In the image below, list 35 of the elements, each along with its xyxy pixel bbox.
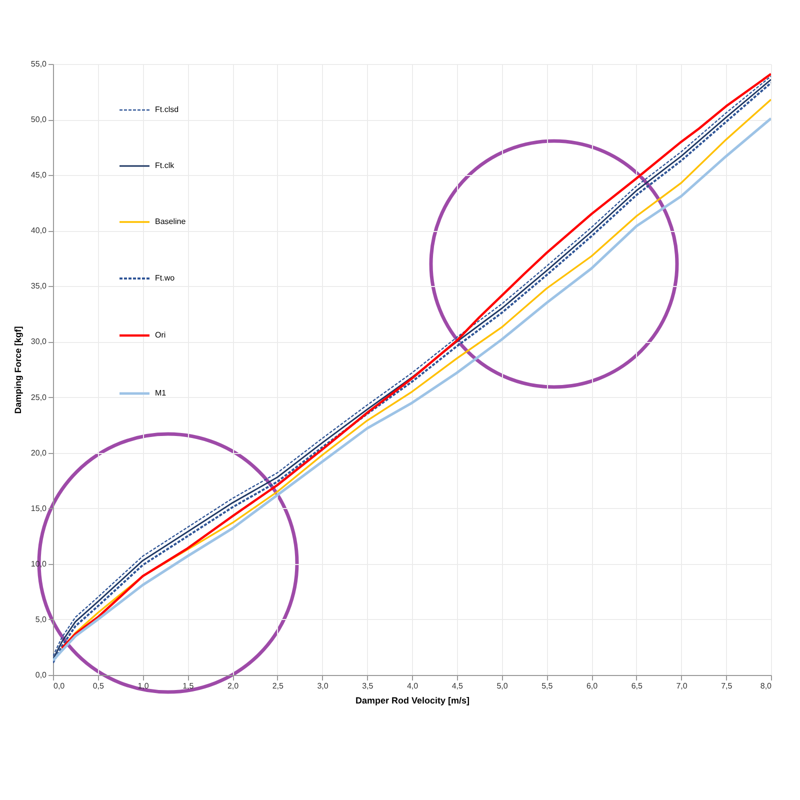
- y-tick-label: 45,0: [30, 170, 48, 180]
- x-tick-label: 6,0: [586, 682, 598, 690]
- y-tick-label: 35,0: [30, 282, 48, 291]
- y-tick-label: 40,0: [30, 226, 48, 236]
- x-tick-label: 3,0: [317, 682, 329, 690]
- legend-label: M1: [155, 388, 167, 398]
- x-axis-title: Damper Rod Velocity [m/s]: [355, 696, 470, 706]
- x-tick-label: 0,0: [54, 682, 66, 690]
- legend-label: Ft.wo: [155, 274, 176, 282]
- x-tick-label: 2,0: [227, 682, 240, 690]
- x-tick-label: 5,5: [542, 682, 554, 690]
- x-tick-label: 4,5: [452, 682, 464, 690]
- legend-label: Ft.clk: [155, 161, 176, 170]
- x-tick-label: 3,5: [362, 682, 374, 690]
- y-tick-label: 55,0: [30, 60, 48, 68]
- x-tick-label: 7,5: [721, 682, 733, 690]
- legend-label: Ori: [155, 330, 166, 340]
- y-tick-label: 0,0: [35, 670, 48, 680]
- y-tick-label: 20,0: [30, 448, 48, 458]
- x-tick-label: 2,5: [272, 682, 284, 690]
- x-tick-label: 8,0: [760, 682, 772, 690]
- x-tick-label: 0,5: [92, 682, 104, 690]
- x-tick-label: 7,0: [676, 682, 688, 690]
- legend-label: Baseline: [155, 217, 186, 226]
- y-tick-label: 50,0: [30, 115, 48, 124]
- y-tick-label: 30,0: [30, 337, 48, 346]
- x-tick-label: 4,0: [406, 682, 419, 690]
- x-tick-label: 1,5: [182, 682, 194, 690]
- x-tick-label: 5,0: [496, 682, 508, 690]
- legend-label: Ft.clsd: [155, 105, 179, 114]
- y-tick-label: 25,0: [30, 392, 48, 402]
- x-tick-label: 6,5: [631, 682, 643, 690]
- y-tick-label: 5,0: [35, 614, 48, 624]
- y-axis-title: Damping Force [kgf]: [12, 326, 23, 414]
- y-tick-label: 15,0: [30, 504, 48, 513]
